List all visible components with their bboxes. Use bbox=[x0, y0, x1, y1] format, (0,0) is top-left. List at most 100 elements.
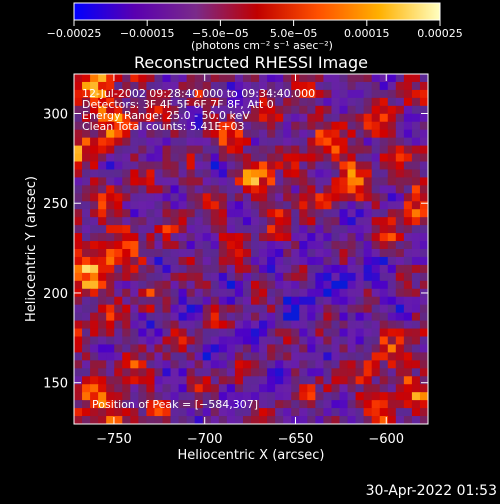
heatmap-cell bbox=[379, 352, 389, 361]
heatmap-cell bbox=[291, 81, 300, 91]
heatmap-cell bbox=[379, 344, 389, 354]
heatmap-cell bbox=[130, 225, 139, 234]
heatmap-cell bbox=[291, 392, 300, 401]
heatmap-cell bbox=[234, 225, 244, 234]
heatmap-cell bbox=[138, 161, 148, 171]
heatmap-cell bbox=[355, 153, 365, 163]
heatmap-cell bbox=[267, 74, 276, 83]
heatmap-cell bbox=[138, 209, 148, 218]
heatmap-cell bbox=[251, 376, 260, 385]
heatmap-cell bbox=[411, 225, 421, 234]
heatmap-cell bbox=[170, 177, 180, 186]
heatmap-cell bbox=[122, 312, 131, 322]
heatmap-cell bbox=[146, 408, 156, 417]
heatmap-cell bbox=[355, 264, 365, 274]
heatmap-cell bbox=[234, 145, 244, 155]
heatmap-cell bbox=[194, 368, 204, 377]
heatmap-cell bbox=[170, 137, 180, 147]
heatmap-cell bbox=[82, 105, 91, 115]
heatmap-cell bbox=[218, 121, 228, 131]
heatmap-cell bbox=[419, 201, 428, 210]
y-tick-label: 250 bbox=[43, 197, 68, 212]
heatmap-cell bbox=[347, 344, 357, 354]
heatmap-cell bbox=[371, 169, 381, 179]
heatmap-cell bbox=[291, 344, 300, 354]
heatmap-cell bbox=[275, 288, 284, 298]
heatmap-cell bbox=[387, 296, 397, 306]
heatmap-cell bbox=[411, 408, 421, 417]
heatmap-cell bbox=[299, 145, 308, 155]
heatmap-cell bbox=[226, 280, 236, 290]
heatmap-cell bbox=[315, 296, 325, 306]
heatmap-cell bbox=[242, 344, 252, 354]
heatmap-cell bbox=[403, 408, 413, 417]
heatmap-cell bbox=[267, 233, 276, 242]
heatmap-cell bbox=[355, 137, 365, 147]
heatmap-cell bbox=[194, 153, 204, 163]
heatmap-cell bbox=[347, 233, 357, 242]
heatmap-cell bbox=[242, 233, 252, 242]
heatmap-cell bbox=[315, 400, 325, 409]
heatmap-cell bbox=[299, 241, 308, 250]
heatmap-cell bbox=[307, 360, 316, 369]
heatmap-cell bbox=[291, 161, 300, 171]
heatmap-cell bbox=[194, 217, 204, 226]
heatmap-cell bbox=[251, 193, 260, 202]
heatmap-cell bbox=[194, 177, 204, 186]
heatmap-cell bbox=[122, 280, 131, 290]
heatmap-cell bbox=[275, 193, 284, 202]
heatmap-cell bbox=[347, 74, 357, 83]
heatmap-cell bbox=[339, 121, 349, 131]
heatmap-cell bbox=[98, 145, 107, 155]
heatmap-cell bbox=[98, 169, 107, 179]
heatmap-cell bbox=[170, 264, 180, 274]
heatmap-cell bbox=[315, 74, 325, 83]
heatmap-cell bbox=[130, 328, 139, 338]
heatmap-cell bbox=[331, 145, 341, 155]
heatmap-cell bbox=[82, 360, 91, 369]
heatmap-cell bbox=[218, 89, 228, 99]
heatmap-cell bbox=[186, 280, 196, 290]
heatmap-cell bbox=[98, 185, 107, 194]
heatmap-cell bbox=[210, 177, 220, 186]
heatmap-cell bbox=[275, 280, 284, 290]
heatmap-cell bbox=[323, 217, 333, 226]
heatmap-cell bbox=[371, 233, 381, 242]
heatmap-cell bbox=[371, 217, 381, 226]
heatmap-cell bbox=[307, 97, 316, 107]
heatmap-cell bbox=[226, 81, 236, 91]
heatmap-cell bbox=[331, 264, 341, 274]
heatmap-cell bbox=[138, 416, 148, 424]
heatmap-cell bbox=[331, 312, 341, 322]
heatmap-cell bbox=[251, 129, 260, 139]
heatmap-cell bbox=[307, 416, 316, 424]
heatmap-cell bbox=[234, 296, 244, 306]
heatmap-cell bbox=[194, 384, 204, 393]
heatmap-cell bbox=[379, 177, 389, 186]
heatmap-cell bbox=[114, 161, 123, 171]
heatmap-cell bbox=[90, 105, 99, 115]
heatmap-cell bbox=[339, 376, 349, 385]
heatmap-cell bbox=[299, 304, 308, 314]
heatmap-cell bbox=[234, 384, 244, 393]
heatmap-cell bbox=[275, 392, 284, 401]
heatmap-cell bbox=[275, 201, 284, 210]
heatmap-cell bbox=[74, 233, 83, 242]
heatmap-cell bbox=[122, 217, 131, 226]
heatmap-cell bbox=[291, 233, 300, 242]
heatmap-cell bbox=[106, 209, 115, 218]
heatmap-cell bbox=[162, 145, 172, 155]
heatmap-cell bbox=[178, 344, 188, 354]
heatmap-cell bbox=[259, 336, 268, 346]
heatmap-cell bbox=[98, 217, 107, 226]
heatmap-cell bbox=[347, 336, 357, 346]
heatmap-cell bbox=[82, 320, 91, 330]
heatmap-cell bbox=[74, 121, 83, 131]
heatmap-cell bbox=[106, 312, 115, 322]
heatmap-cell bbox=[419, 74, 428, 83]
heatmap-cell bbox=[146, 209, 156, 218]
heatmap-cell bbox=[339, 249, 349, 258]
heatmap-cell bbox=[363, 408, 373, 417]
heatmap-cell bbox=[218, 225, 228, 234]
heatmap-cell bbox=[331, 225, 341, 234]
